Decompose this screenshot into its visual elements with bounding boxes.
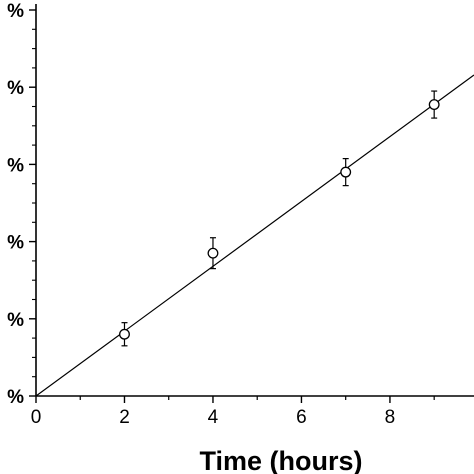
x-tick-label: 6 <box>296 407 307 428</box>
data-point <box>207 247 219 259</box>
y-tick-label: % <box>7 233 24 254</box>
x-tick-label: 0 <box>31 407 42 428</box>
data-point <box>119 328 130 340</box>
x-tick-label: 2 <box>119 407 130 428</box>
data-point <box>340 166 352 178</box>
ticks: 0 2 4 6 8%%%%%% <box>7 1 435 428</box>
axes <box>35 4 474 397</box>
data-points <box>119 90 440 347</box>
y-tick-label: % <box>7 155 24 176</box>
y-tick-label: % <box>7 387 24 408</box>
y-tick-label: % <box>7 310 24 331</box>
x-tick-label: 4 <box>208 407 219 428</box>
y-tick-label: % <box>7 78 24 99</box>
fit-line-layer <box>35 74 474 397</box>
fit-line <box>35 74 474 397</box>
y-tick-label: % <box>7 1 24 22</box>
x-tick-label: 8 <box>385 407 396 428</box>
x-axis-title: Time (hours) <box>199 446 362 474</box>
data-point <box>428 99 440 111</box>
